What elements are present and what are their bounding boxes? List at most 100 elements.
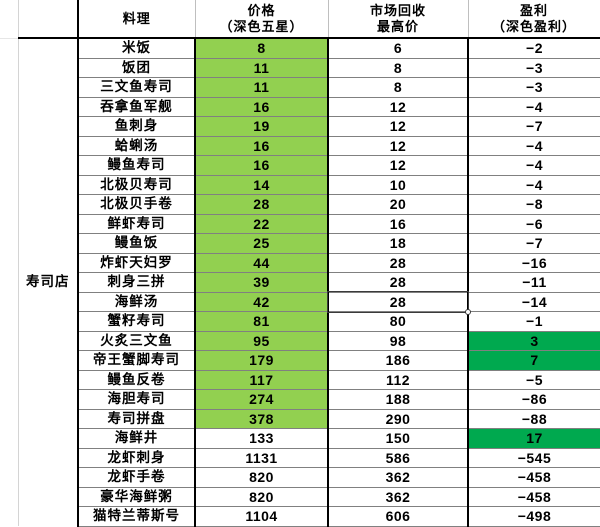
dish-name-cell[interactable]: 蟹籽寿司: [77, 311, 196, 332]
table-row[interactable]: 豪华海鲜粥 820 362 −458: [0, 486, 600, 507]
market-price-cell[interactable]: 10: [328, 174, 469, 195]
market-price-cell[interactable]: 28: [328, 272, 469, 293]
market-price-cell[interactable]: 290: [328, 408, 469, 429]
column-header-price[interactable]: 价格 （深色五星）: [194, 0, 329, 39]
profit-cell[interactable]: −545: [468, 447, 600, 468]
dish-name-cell[interactable]: 刺身三拼: [77, 272, 196, 293]
column-header-market[interactable]: 市场回收 最高价: [327, 0, 469, 39]
table-row[interactable]: 刺身三拼 39 28 −11: [0, 272, 600, 293]
market-price-cell[interactable]: 8: [328, 77, 469, 98]
price-cell[interactable]: 28: [195, 194, 329, 215]
price-cell[interactable]: 11: [195, 57, 329, 78]
price-cell[interactable]: 22: [195, 213, 329, 234]
market-price-cell[interactable]: 186: [328, 350, 469, 371]
dish-name-cell[interactable]: 龙虾刺身: [77, 447, 196, 468]
market-price-cell[interactable]: 112: [328, 369, 469, 390]
table-row[interactable]: 火炙三文鱼 95 98 3: [0, 330, 600, 351]
dish-name-cell[interactable]: 北极贝寿司: [77, 174, 196, 195]
price-cell[interactable]: 16: [195, 96, 329, 117]
table-row[interactable]: 海胆寿司 274 188 −86: [0, 389, 600, 410]
fill-handle[interactable]: [465, 308, 471, 315]
dish-name-cell[interactable]: 帝王蟹脚寿司: [77, 350, 196, 371]
profit-cell[interactable]: −4: [468, 135, 600, 156]
dish-name-cell[interactable]: 鳗鱼反卷: [77, 369, 196, 390]
table-row[interactable]: 三文鱼寿司 11 8 −3: [0, 77, 600, 98]
dish-name-cell[interactable]: 炸虾天妇罗: [77, 252, 196, 273]
market-price-cell[interactable]: 18: [328, 233, 469, 254]
price-cell[interactable]: 378: [195, 408, 329, 429]
market-price-cell[interactable]: 12: [328, 96, 469, 117]
table-row[interactable]: 海鲜汤 42 28 −14: [0, 291, 600, 312]
profit-cell[interactable]: −8: [468, 194, 600, 215]
profit-cell[interactable]: 7: [468, 350, 600, 371]
price-cell[interactable]: 11: [195, 77, 329, 98]
market-price-cell[interactable]: 606: [328, 506, 469, 527]
profit-cell[interactable]: −6: [468, 213, 600, 234]
market-price-cell[interactable]: 12: [328, 135, 469, 156]
profit-cell[interactable]: −4: [468, 155, 600, 176]
profit-cell[interactable]: −3: [468, 57, 600, 78]
market-price-cell[interactable]: 362: [328, 486, 469, 507]
table-row[interactable]: 猫特兰蒂斯号 1104 606 −498: [0, 506, 600, 527]
market-price-cell[interactable]: 188: [328, 389, 469, 410]
column-header-store[interactable]: [18, 0, 79, 39]
dish-name-cell[interactable]: 三文鱼寿司: [77, 77, 196, 98]
price-cell[interactable]: 133: [195, 428, 329, 449]
table-row[interactable]: 鲜虾寿司 22 16 −6: [0, 213, 600, 234]
price-cell[interactable]: 16: [195, 155, 329, 176]
dish-name-cell[interactable]: 鱼刺身: [77, 116, 196, 137]
price-cell[interactable]: 95: [195, 330, 329, 351]
table-row[interactable]: 寿司拼盘 378 290 −88: [0, 408, 600, 429]
market-price-cell[interactable]: 28: [328, 291, 469, 312]
market-price-cell[interactable]: 586: [328, 447, 469, 468]
profit-cell[interactable]: −86: [468, 389, 600, 410]
table-row[interactable]: 寿司店 米饭 8 6 −2: [0, 37, 600, 526]
market-price-cell[interactable]: 12: [328, 116, 469, 137]
price-cell[interactable]: 274: [195, 389, 329, 410]
column-header-profit[interactable]: 盈利 （深色盈利）: [467, 0, 600, 39]
table-row[interactable]: 蛤蜊汤 16 12 −4: [0, 135, 600, 156]
market-price-cell[interactable]: 8: [328, 57, 469, 78]
profit-cell[interactable]: −3: [468, 77, 600, 98]
market-price-cell[interactable]: 12: [328, 155, 469, 176]
price-cell[interactable]: 42: [195, 291, 329, 312]
table-row[interactable]: 北极贝手卷 28 20 −8: [0, 194, 600, 215]
dish-name-cell[interactable]: 北极贝手卷: [77, 194, 196, 215]
dish-name-cell[interactable]: 蛤蜊汤: [77, 135, 196, 156]
dish-name-cell[interactable]: 鳗鱼饭: [77, 233, 196, 254]
dish-name-cell[interactable]: 海胆寿司: [77, 389, 196, 410]
profit-cell[interactable]: −14: [468, 291, 600, 312]
profit-cell[interactable]: −88: [468, 408, 600, 429]
profit-cell[interactable]: 17: [468, 428, 600, 449]
price-cell[interactable]: 1104: [195, 506, 329, 527]
table-row[interactable]: 炸虾天妇罗 44 28 −16: [0, 252, 600, 273]
profit-cell[interactable]: −16: [468, 252, 600, 273]
table-row[interactable]: 饭团 11 8 −3: [0, 57, 600, 78]
table-row[interactable]: 龙虾刺身 1131 586 −545: [0, 447, 600, 468]
market-price-cell[interactable]: 80: [328, 311, 469, 332]
price-cell[interactable]: 16: [195, 135, 329, 156]
dish-name-cell[interactable]: 火炙三文鱼: [77, 330, 196, 351]
market-price-cell[interactable]: 6: [328, 37, 469, 59]
price-cell[interactable]: 117: [195, 369, 329, 390]
price-cell[interactable]: 19: [195, 116, 329, 137]
table-row[interactable]: 鱼刺身 19 12 −7: [0, 116, 600, 137]
price-cell[interactable]: 820: [195, 486, 329, 507]
profit-cell[interactable]: 3: [468, 330, 600, 351]
table-body[interactable]: 寿司店 米饭 8 6 −2 饭团 11 8 −3 三文鱼寿司 11 8 −3 吞拿鱼军舰 16 12 −4 鱼刺身…: [0, 37, 600, 527]
profit-cell[interactable]: −4: [468, 96, 600, 117]
profit-cell[interactable]: −458: [468, 467, 600, 488]
price-cell[interactable]: 1131: [195, 447, 329, 468]
table-row[interactable]: 海鲜井 133 150 17: [0, 428, 600, 449]
price-cell[interactable]: 81: [195, 311, 329, 332]
profit-cell[interactable]: −2: [468, 37, 600, 59]
store-label-cell[interactable]: 寿司店: [18, 38, 79, 526]
dish-name-cell[interactable]: 豪华海鲜粥: [77, 486, 196, 507]
dish-name-cell[interactable]: 龙虾手卷: [77, 467, 196, 488]
dish-name-cell[interactable]: 米饭: [77, 37, 196, 59]
dish-name-cell[interactable]: 寿司拼盘: [77, 408, 196, 429]
dish-name-cell[interactable]: 饭团: [77, 57, 196, 78]
price-cell[interactable]: 25: [195, 233, 329, 254]
